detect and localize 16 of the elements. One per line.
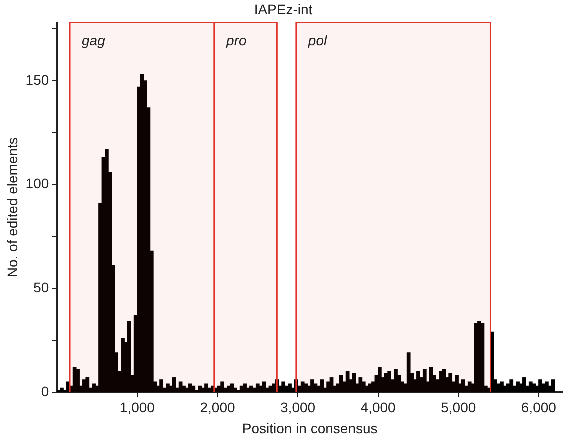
x-tick-label: 5,000: [441, 400, 476, 416]
x-tick-label: 2,000: [200, 400, 236, 416]
chart-title: IAPEz-int: [254, 1, 313, 18]
x-tick-label: 4,000: [360, 400, 396, 416]
y-tick-label: 100: [26, 176, 50, 192]
y-tick-label: 0: [41, 383, 50, 400]
y-tick-label: 50: [34, 279, 50, 296]
x-tick-label: 6,000: [521, 400, 557, 416]
band-label: gag: [82, 32, 106, 49]
x-tick-label: 1,000: [120, 400, 156, 416]
band-label: pol: [307, 32, 328, 49]
x-tick-label: 3,000: [280, 400, 316, 416]
y-tick-label: 150: [26, 72, 50, 88]
x-axis-title: Position in consensus: [242, 420, 378, 436]
y-axis-title: No. of edited elements: [4, 138, 20, 278]
band-label: pro: [226, 32, 247, 49]
